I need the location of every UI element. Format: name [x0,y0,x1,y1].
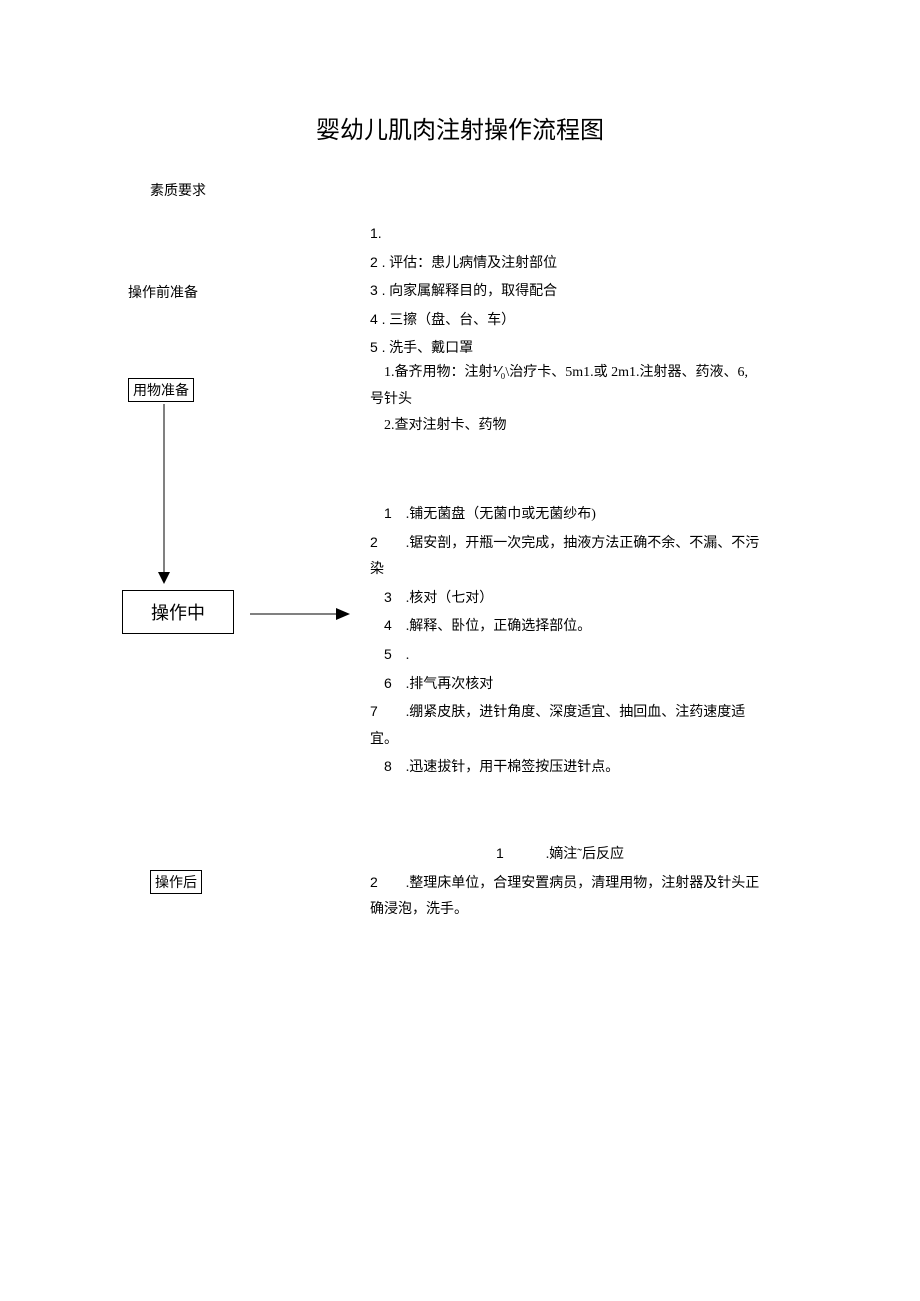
prep-t4: 三擦（盘、台、车） [389,313,515,328]
quality-label: 素质要求 [150,180,206,200]
supply-l2: 号针头 [370,387,870,414]
supply-l3: 2.查对注射卡、药物 [370,413,870,440]
operating-label: 操作中 [122,590,234,634]
operating-content: 1 .铺无菌盘（无菌巾或无菌纱布) 2 .锯安剖，开瓶一次完成，抽液方法正确不余… [370,460,920,782]
op-n2: 2 [370,529,378,556]
prep-n3: 3 . [370,277,386,304]
op-t4: .解释、卧位，正确选择部位。 [406,619,592,634]
op-n8: 8 [384,753,392,780]
op-l2b: 染 [370,557,870,584]
op-l7b: 宜。 [370,727,870,754]
prep-n5: 5 . [370,334,386,361]
post-content: 1 .嫡注˜后反应 2 .整理床单位，合理安置病员，清理用物，注射器及针头正 确… [370,840,920,924]
supply-l1: 1.备齐用物：注射⅟₀\治疗卡、5m1.或 2m1.注射器、药液、6, [370,360,870,387]
prep-t5: 洗手、戴口罩 [389,341,473,356]
op-n5: 5 [384,641,392,668]
post-t2: .整理床单位，合理安置病员，清理用物，注射器及针头正 [406,876,760,891]
op-n4: 4 [384,612,392,639]
op-n3: 3 [384,584,392,611]
op-n7: 7 [370,698,378,725]
prep-label: 操作前准备 [128,282,198,302]
prep-content: 1. 2 . 评估：患儿病情及注射部位 3 . 向家属解释目的，取得配合 4 .… [370,220,920,363]
supply-content: 1.备齐用物：注射⅟₀\治疗卡、5m1.或 2m1.注射器、药液、6, 号针头 … [370,360,920,440]
quality-row: 素质要求 [0,180,920,210]
post-n2: 2 [370,869,378,896]
op-t6: .排气再次核对 [406,677,494,692]
post-l2b: 确浸泡，洗手。 [370,897,870,924]
arrow-right-icon [250,608,350,620]
supply-row: 用物准备 1.备齐用物：注射⅟₀\治疗卡、5m1.或 2m1.注射器、药液、6,… [0,360,920,450]
op-t7: .绷紧皮肤，进针角度、深度适宜、抽回血、注药速度适 [406,705,746,720]
prep-n2: 2 . [370,249,386,276]
prep-n4: 4 . [370,306,386,333]
post-t1: .嫡注˜后反应 [546,847,624,862]
post-label: 操作后 [150,870,202,894]
prep-t3: 向家属解释目的，取得配合 [389,284,557,299]
prep-t2: 评估：患儿病情及注射部位 [389,256,557,271]
prep-n1: 1. [370,220,382,247]
page-title: 婴幼儿肌肉注射操作流程图 [0,110,920,145]
op-t5: . [406,648,410,663]
operating-row: 操作中 1 .铺无菌盘（无菌巾或无菌纱布) 2 .锯安剖，开瓶一次完成，抽液方法… [0,460,920,770]
prep-row: 操作前准备 1. 2 . 评估：患儿病情及注射部位 3 . 向家属解释目的，取得… [0,220,920,350]
op-n1: 1 [384,500,392,527]
op-n6: 6 [384,670,392,697]
arrow-down-icon [158,404,170,584]
op-t2: .锯安剖，开瓶一次完成，抽液方法正确不余、不漏、不污 [406,536,760,551]
op-t8: .迅速拔针，用干棉签按压进针点。 [406,760,620,775]
supply-label: 用物准备 [128,378,194,402]
op-t3: .核对（七对） [406,591,494,606]
post-row: 操作后 1 .嫡注˜后反应 2 .整理床单位，合理安置病员，清理用物，注射器及针… [0,840,920,940]
post-n1: 1 [496,840,504,867]
op-t1: .铺无菌盘（无菌巾或无菌纱布) [406,507,596,522]
